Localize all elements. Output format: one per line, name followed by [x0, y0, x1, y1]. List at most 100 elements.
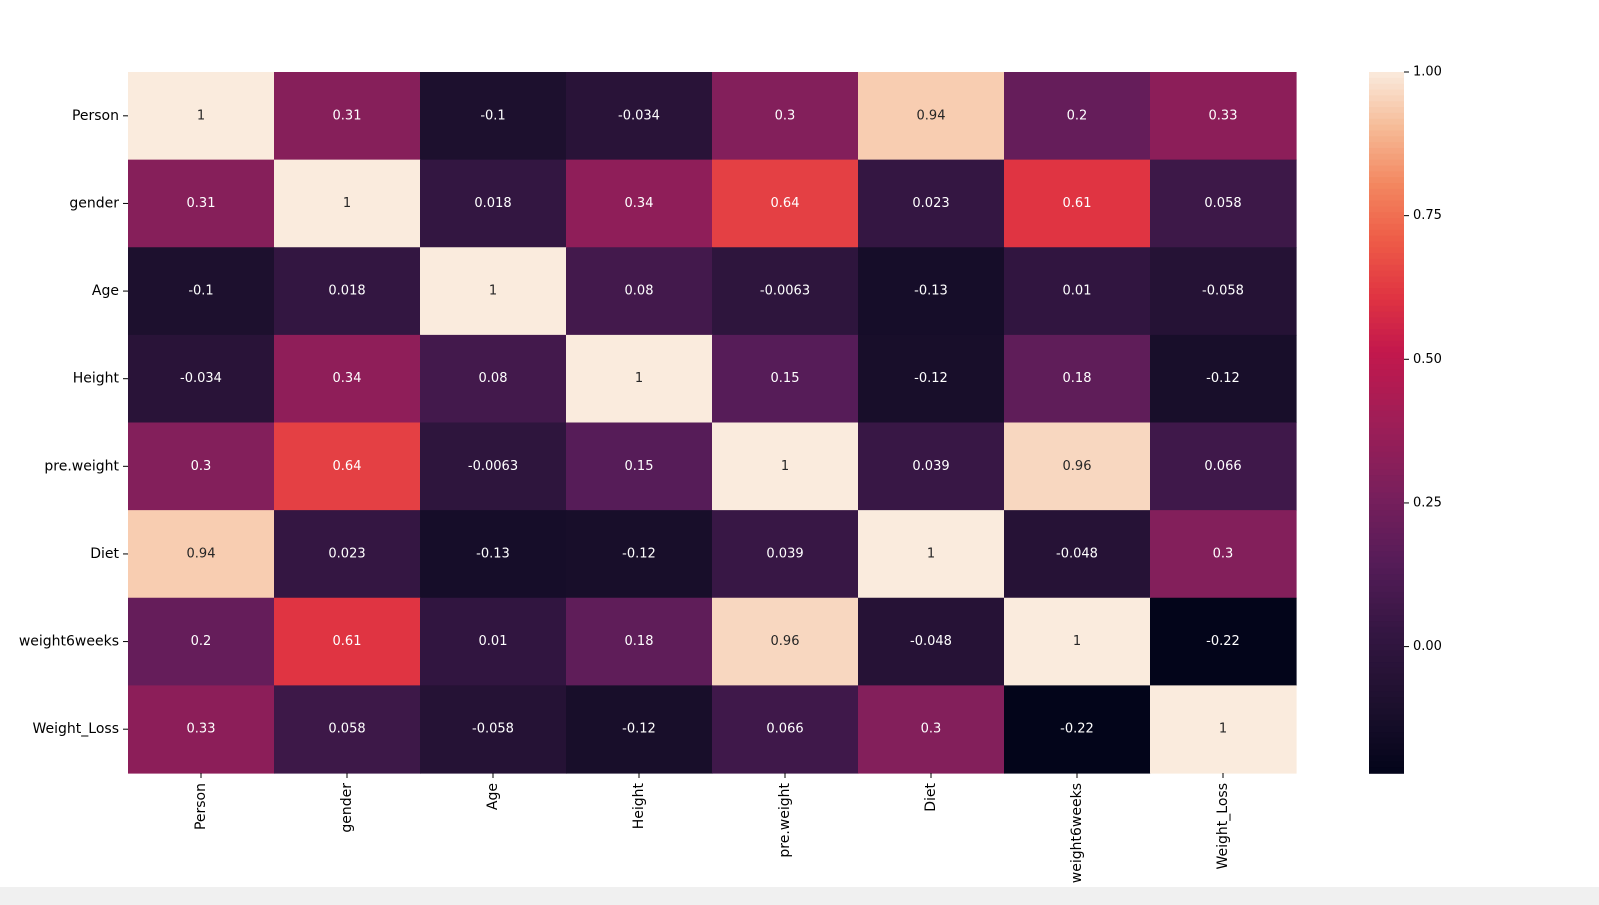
colorbar-segment: [1369, 375, 1404, 383]
colorbar-segment: [1369, 621, 1404, 628]
heatmap-cell: [566, 247, 713, 336]
colorbar-segment: [1369, 223, 1404, 231]
colorbar-segment: [1369, 282, 1404, 289]
heatmap-cell: [566, 72, 713, 161]
colorbar-segment: [1369, 527, 1404, 535]
bottom-strip: [0, 887, 1599, 905]
heatmap-cells: [128, 72, 1297, 774]
cell-value-label: 1: [343, 196, 351, 211]
colorbar-segment: [1369, 346, 1404, 354]
colorbar-segment: [1369, 586, 1404, 593]
heatmap-cell: [420, 422, 567, 511]
heatmap-cell: [1150, 72, 1297, 161]
cell-value-label: 0.18: [625, 634, 654, 649]
heatmap-cell: [858, 334, 1005, 424]
heatmap-cell: [128, 247, 275, 336]
colorbar-segment: [1369, 369, 1404, 377]
cell-value-label: 0.066: [766, 722, 803, 737]
heatmap-cell: [566, 159, 713, 248]
cell-value-label: 0.61: [333, 634, 362, 649]
colorbar-segment: [1369, 475, 1404, 482]
colorbar-segment: [1369, 317, 1404, 324]
cell-value-label: 0.066: [1204, 459, 1241, 474]
colorbar-segment: [1369, 153, 1404, 161]
colorbar-segment: [1369, 276, 1404, 284]
colorbar-segment: [1369, 364, 1404, 371]
cell-value-label: 1: [489, 284, 497, 299]
colorbar-segment: [1369, 667, 1404, 675]
colorbar-segment: [1369, 258, 1404, 266]
colorbar-segment: [1369, 229, 1404, 237]
colorbar-segment: [1369, 761, 1404, 768]
cell-value-label: -0.1: [188, 284, 213, 299]
heatmap-cell: [128, 597, 275, 686]
colorbar-segment: [1369, 136, 1404, 143]
colorbar-segment: [1369, 440, 1404, 447]
heatmap-cell: [712, 597, 859, 686]
colorbar-segment: [1369, 685, 1404, 693]
colorbar-segment: [1369, 188, 1404, 196]
heatmap-cell: [128, 422, 275, 511]
heatmap-cell: [858, 159, 1005, 248]
colorbar-segment: [1369, 510, 1404, 517]
cell-value-label: 0.058: [328, 722, 365, 737]
colorbar-segment: [1369, 200, 1404, 208]
colorbar-segment: [1369, 83, 1404, 91]
colorbar-segment: [1369, 755, 1404, 763]
cell-value-label: -0.0063: [468, 459, 518, 474]
heatmap-cell: [712, 422, 859, 511]
colorbar-tick-label: 0.25: [1413, 495, 1442, 510]
colorbar-segment: [1369, 393, 1404, 400]
colorbar-segment: [1369, 445, 1404, 453]
colorbar-segment: [1369, 732, 1404, 739]
heatmap-cell: [712, 72, 859, 161]
colorbar-segment: [1369, 334, 1404, 342]
x-tick-label: Weight_Loss: [1215, 783, 1231, 869]
colorbar-tick-label: 1.00: [1413, 65, 1442, 80]
cell-value-label: -0.12: [622, 722, 656, 737]
colorbar-segment: [1369, 597, 1404, 605]
heatmap-cell: [1004, 334, 1151, 424]
heatmap-cell: [1150, 597, 1297, 686]
cell-value-label: 0.2: [191, 634, 212, 649]
colorbar-segment: [1369, 714, 1404, 722]
cell-value-label: -0.058: [1202, 284, 1244, 299]
cell-value-label: 0.34: [333, 371, 362, 386]
colorbar-segment: [1369, 656, 1404, 663]
cell-value-label: -0.13: [476, 546, 510, 561]
heatmap-cell-labels: 1 0.31 -0.1 -0.034 0.3 0.94 0.2 0.330.31 1 0.018 0…: [180, 108, 1244, 736]
cell-value-label: -0.12: [1206, 371, 1240, 386]
colorbar-segment: [1369, 428, 1404, 435]
colorbar-segment: [1369, 305, 1404, 313]
cell-value-label: 0.18: [1063, 371, 1092, 386]
heatmap-cell: [420, 72, 567, 161]
colorbar-segment: [1369, 644, 1404, 652]
heatmap-cell: [858, 685, 1005, 774]
heatmap-cell: [1150, 510, 1297, 599]
colorbar-segment: [1369, 650, 1404, 657]
cell-value-label: 0.33: [187, 722, 216, 737]
cell-value-label: 1: [1219, 722, 1227, 737]
colorbar-segment: [1369, 632, 1404, 640]
colorbar-segment: [1369, 673, 1404, 681]
colorbar-segment: [1369, 486, 1404, 494]
colorbar-segment: [1369, 539, 1404, 546]
cell-value-label: 0.31: [187, 196, 216, 211]
heatmap-cell: [1004, 685, 1151, 774]
colorbar-segment: [1369, 545, 1404, 552]
colorbar-segment: [1369, 112, 1404, 120]
colorbar-segment: [1369, 662, 1404, 669]
heatmap-cell: [420, 685, 567, 774]
colorbar-segment: [1369, 89, 1404, 97]
cell-value-label: -0.048: [1056, 546, 1098, 561]
heatmap-cell: [1004, 422, 1151, 511]
colorbar-segment: [1369, 743, 1404, 751]
heatmap-cell: [712, 685, 859, 774]
heatmap-cell: [420, 159, 567, 248]
colorbar-segment: [1369, 521, 1404, 529]
heatmap-cell: [1150, 685, 1297, 774]
x-tick-label: pre.weight: [777, 782, 793, 857]
colorbar-segment: [1369, 270, 1404, 278]
heatmap-cell: [274, 72, 421, 161]
colorbar-segment: [1369, 469, 1404, 476]
